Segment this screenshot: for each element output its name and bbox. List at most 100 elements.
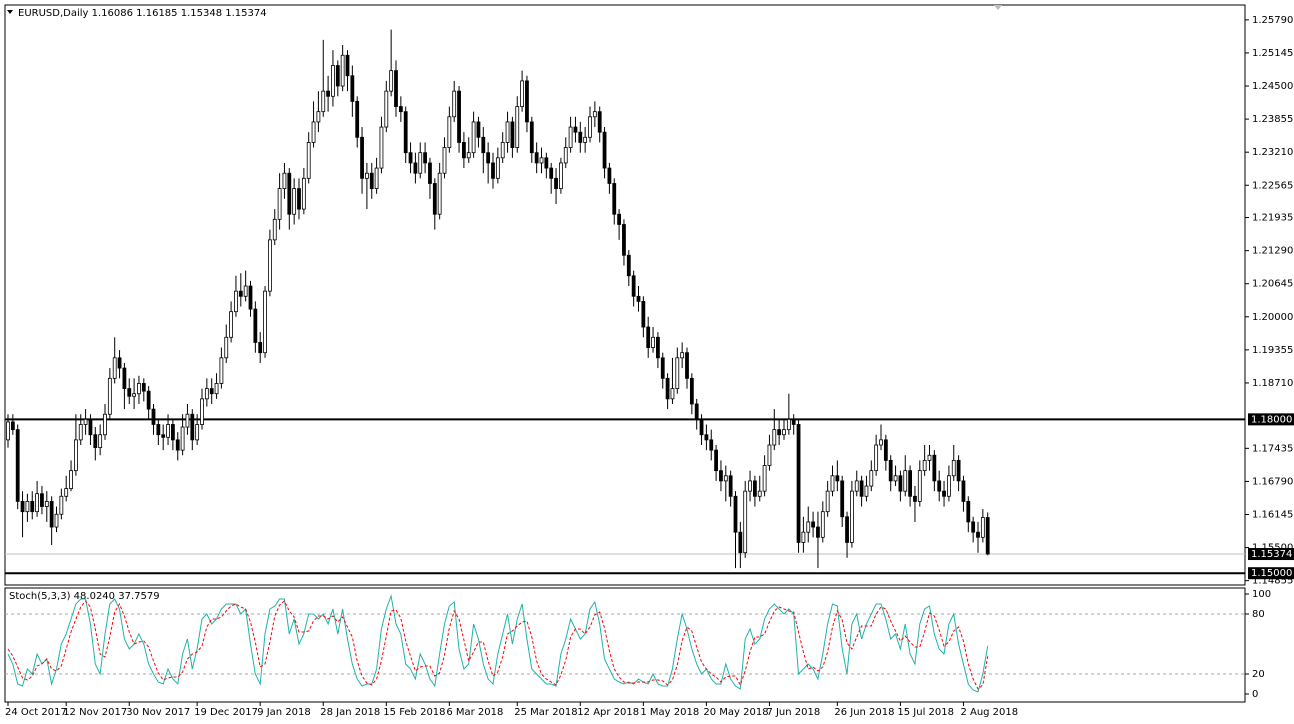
candle-body [103,413,107,436]
x-tick-label: 15 Feb 2018 [383,707,445,718]
candle-body [840,480,845,518]
candle-body [791,418,796,425]
y-tick-label: 20 [1252,669,1265,680]
candle-body [272,218,277,241]
candle-body [592,111,597,118]
candle-body [69,470,73,489]
candle-body [311,121,316,143]
candle-body [486,152,491,164]
candle-body [161,434,166,438]
candle-body [559,162,563,189]
candle-body [316,111,321,123]
candle-body [432,183,437,215]
candle-body [122,367,127,389]
candle-body [670,388,675,400]
stoch-main-value: 48.0240 [74,591,115,602]
stoch-title: Stoch(5,3,3) [9,591,71,602]
candle-body [947,475,951,497]
candle-body [170,424,175,441]
y-tick-label: 1.25790 [1252,15,1293,26]
current-price-label: 1.15374 [1251,549,1292,560]
candle-body [622,224,626,256]
candle-body [723,475,728,482]
candle-body [801,531,806,543]
candle-body [704,434,709,441]
candle-body [719,470,723,482]
candle-body [636,295,641,302]
candle-body [656,336,660,359]
hline-label: 1.15000 [1251,568,1292,579]
x-tick-label: 1 May 2018 [640,707,699,718]
candle-body [306,142,311,179]
candle-body [748,480,752,492]
candle-body [253,308,258,343]
candle-body [578,131,583,143]
candle-body [238,290,243,297]
candle-body [549,167,554,179]
candle-body [743,490,748,554]
price-header: EURUSD,Daily 1.16086 1.16185 1.15348 1.1… [18,8,267,19]
candle-body [753,480,757,497]
candle-body [15,429,20,502]
candle-body [850,490,854,543]
candle-body [127,388,132,397]
candle-body [694,403,699,420]
y-tick-label: 1.17435 [1252,443,1293,454]
candle-body [961,480,966,502]
candle-body [913,495,917,502]
y-tick-label: 100 [1252,589,1271,600]
candle-body [820,511,825,538]
candle-body [59,495,64,515]
candle-body [476,121,481,138]
candle-body [505,121,510,143]
candle-body [685,352,689,379]
stoch-signal-value: 37.7579 [118,591,159,602]
candle-body [932,454,937,482]
candle-body [408,152,413,164]
candle-body [234,290,238,313]
candle-body [491,162,495,179]
candle-body [888,459,893,482]
candle-body [175,439,180,451]
candle-body [292,188,297,215]
stoch-panel [4,587,1246,703]
candle-body [588,116,592,138]
candle-body [806,521,811,533]
candle-body [951,459,956,477]
x-tick-label: 9 Jan 2018 [257,707,311,718]
candle-body [107,377,112,415]
candle-body [98,434,103,448]
candle-body [733,495,738,533]
candle-body [554,177,558,189]
candle-body [825,490,830,513]
candle-body [956,459,961,482]
candle-body [689,377,694,405]
candle-body [786,418,791,431]
y-tick-label: 1.21290 [1252,246,1293,257]
candle-body [74,439,78,472]
y-tick-label: 1.18710 [1252,378,1293,389]
candle-body [398,106,403,113]
y-tick-label: 1.14855 [1252,576,1293,587]
candle-body [331,65,335,97]
stoch-header: Stoch(5,3,3) 48.0240 37.7579 [9,591,160,602]
candle-body [219,357,224,384]
y-tick-label: 1.23210 [1252,147,1293,158]
candle-body [30,501,35,513]
candle-body [782,429,786,436]
header-high: 1.16185 [136,8,177,19]
candle-body [224,336,229,359]
candle-body [893,475,898,482]
header-open: 1.16086 [92,8,133,19]
candle-body [88,418,93,436]
candle-body [709,439,714,451]
candle-body [137,383,141,395]
candle-body [418,152,423,174]
y-tick-label: 1.16145 [1252,509,1293,520]
candle-body [796,424,801,543]
x-tick-label: 12 Nov 2017 [63,707,127,718]
candle-body [602,131,607,169]
candle-body [394,70,398,107]
candle-body [917,470,922,502]
